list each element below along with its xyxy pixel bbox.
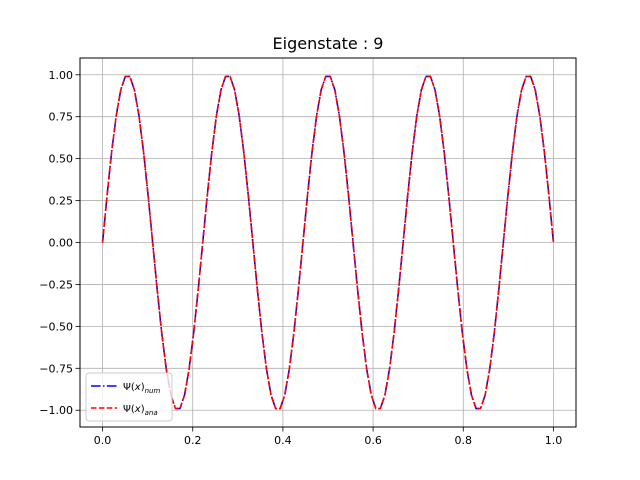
x-tick-label: 0.6 bbox=[364, 434, 382, 447]
series-line-ana bbox=[101, 75, 555, 410]
legend-label-ana: Ψ(x)ana bbox=[123, 404, 158, 417]
y-tick-label: −0.50 bbox=[39, 320, 73, 333]
grid bbox=[80, 58, 576, 427]
x-axis: 0.0 0.2 0.4 0.6 0.8 1.0 bbox=[94, 427, 562, 447]
x-tick-label: 0.4 bbox=[274, 434, 292, 447]
y-tick-label: 0.75 bbox=[49, 111, 74, 124]
series-group bbox=[101, 75, 555, 410]
y-tick-label: −0.75 bbox=[39, 362, 73, 375]
y-axis: −1.00 −0.75 −0.50 −0.25 0.00 0.25 0.50 0.75 1.00 bbox=[39, 69, 80, 417]
x-tick-label: 0.8 bbox=[455, 434, 473, 447]
x-tick-label: 0.0 bbox=[94, 434, 112, 447]
x-tick-label: 0.2 bbox=[184, 434, 202, 447]
y-tick-label: −1.00 bbox=[39, 404, 73, 417]
legend: Ψ(x)num Ψ(x)ana bbox=[85, 372, 173, 422]
legend-label-num: Ψ(x)num bbox=[123, 382, 160, 395]
chart-title: Eigenstate : 9 bbox=[273, 34, 384, 53]
x-tick-label: 1.0 bbox=[545, 434, 563, 447]
y-tick-label: 1.00 bbox=[49, 69, 74, 82]
y-tick-label: 0.00 bbox=[49, 237, 74, 250]
y-tick-label: 0.25 bbox=[49, 195, 74, 208]
legend-box bbox=[85, 372, 173, 422]
y-tick-label: 0.50 bbox=[49, 153, 74, 166]
y-tick-label: −0.25 bbox=[39, 278, 73, 291]
